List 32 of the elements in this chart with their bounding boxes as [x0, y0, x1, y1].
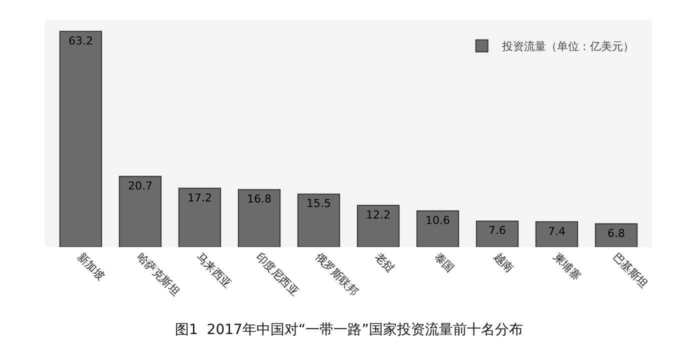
x-tick-label: 新加坡 — [74, 250, 108, 283]
x-tick-label: 哈萨克斯坦 — [134, 250, 182, 298]
bar — [416, 210, 460, 247]
x-tick-label: 越南 — [491, 250, 516, 276]
data-label: 12.2 — [366, 208, 391, 222]
bar — [238, 189, 281, 247]
bar — [59, 30, 102, 247]
bar — [594, 223, 638, 247]
x-tick-label: 俄罗斯联邦 — [312, 250, 361, 298]
bar — [535, 221, 578, 247]
bar — [297, 194, 340, 247]
bar — [356, 204, 400, 247]
data-label: 16.8 — [246, 192, 272, 206]
x-tick-label: 柬埔寨 — [550, 250, 584, 283]
data-label: 17.2 — [187, 191, 212, 204]
legend-label: 投资流量（单位：亿美元） — [500, 40, 634, 54]
bar — [178, 188, 222, 247]
data-label: 7.4 — [548, 224, 566, 238]
x-tick-label: 巴基斯坦 — [610, 250, 651, 291]
data-label: 63.2 — [68, 34, 93, 48]
data-label: 7.6 — [488, 224, 506, 238]
x-tick-label: 马来西亚 — [194, 250, 234, 291]
caption: 图1 2017年中国对“一带一路”国家投资流量前十名分布 — [175, 322, 523, 338]
x-tick-label: 泰国 — [432, 250, 456, 276]
data-label: 6.8 — [608, 226, 626, 240]
data-label: 10.6 — [426, 214, 450, 227]
x-tick-label: 老挝 — [372, 250, 397, 276]
data-label: 15.5 — [306, 197, 331, 210]
bar — [118, 176, 162, 247]
x-tick-label: 印度尼西亚 — [253, 250, 302, 298]
data-label: 20.7 — [128, 179, 152, 192]
bar — [476, 220, 519, 247]
